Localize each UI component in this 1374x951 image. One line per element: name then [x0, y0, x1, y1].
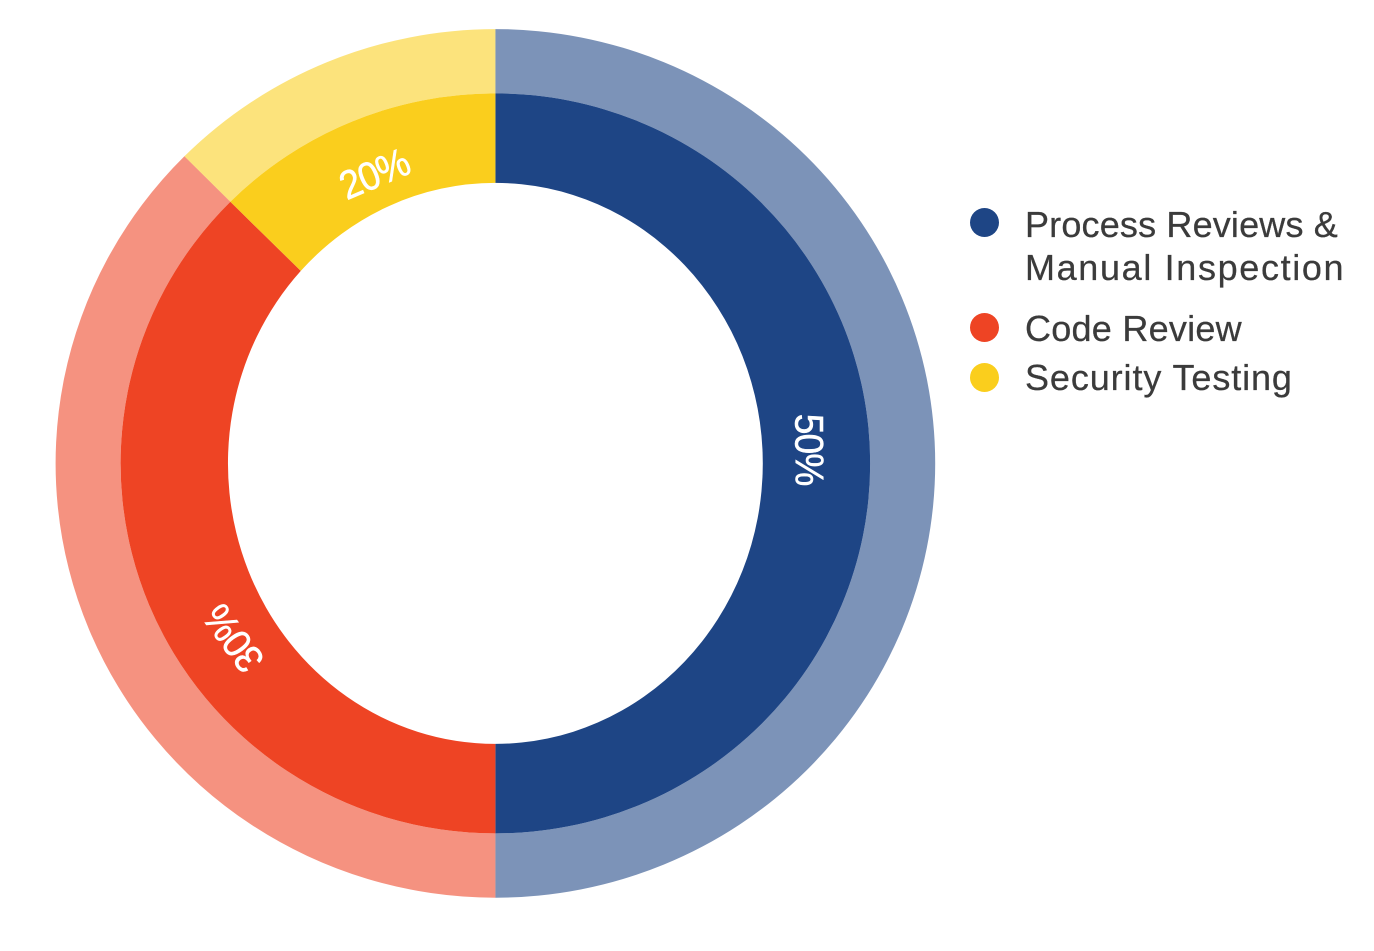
svg-text:50%: 50% [786, 414, 831, 486]
